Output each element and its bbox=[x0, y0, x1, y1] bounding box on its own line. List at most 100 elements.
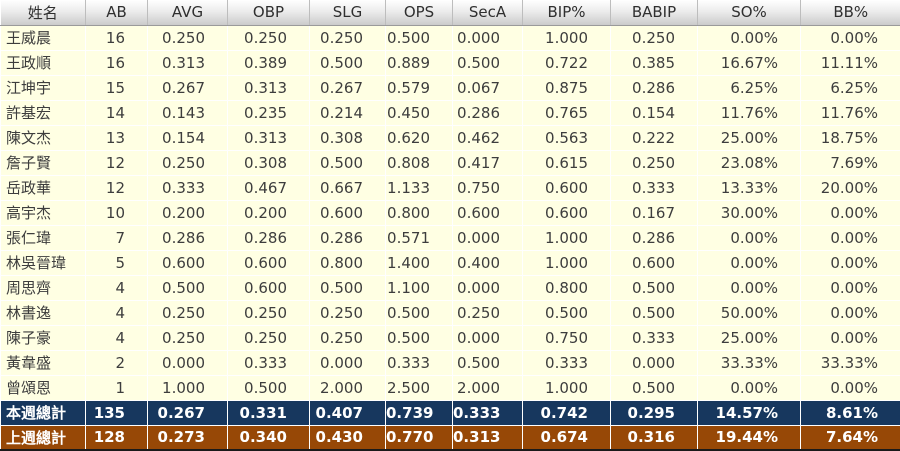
stat-cell: 7.64% bbox=[800, 424, 900, 451]
stat-cell: 4 bbox=[85, 324, 148, 351]
column-header-bb-pct: BB% bbox=[800, 0, 900, 26]
stat-cell: 0.250 bbox=[309, 299, 386, 326]
player-row: 曾頌恩 1 1.000 0.500 2.000 2.500 2.000 1.000 0.500 0… bbox=[0, 374, 900, 401]
stat-cell: 1.000 bbox=[522, 374, 611, 401]
name-cell: 岳政華 bbox=[0, 174, 86, 201]
stat-cell: 0.674 bbox=[522, 424, 611, 451]
stat-cell: 0.00% bbox=[697, 224, 801, 251]
stat-cell: 12 bbox=[85, 174, 148, 201]
stat-cell: 2 bbox=[85, 349, 148, 376]
last-week-total-row: 上週總計 128 0.273 0.340 0.430 0.770 0.313 0.674 0.3… bbox=[0, 424, 900, 451]
column-header-obp: OBP bbox=[227, 0, 310, 26]
stat-cell: 0.00% bbox=[697, 274, 801, 301]
stat-cell: 11.11% bbox=[800, 49, 900, 76]
stat-cell: 0.750 bbox=[522, 324, 611, 351]
stat-cell: 0.222 bbox=[610, 124, 698, 151]
name-cell: 林吳晉瑋 bbox=[0, 249, 86, 276]
name-cell: 林書逸 bbox=[0, 299, 86, 326]
stat-cell: 7 bbox=[85, 224, 148, 251]
stat-cell: 0.722 bbox=[522, 49, 611, 76]
player-row: 林書逸 4 0.250 0.250 0.250 0.500 0.250 0.500 0.500 5… bbox=[0, 299, 900, 326]
stat-cell: 0.571 bbox=[385, 224, 453, 251]
column-header-ops: OPS bbox=[385, 0, 453, 26]
stat-cell: 0.250 bbox=[227, 24, 310, 51]
stat-cell: 13.33% bbox=[697, 174, 801, 201]
player-row: 許基宏 14 0.143 0.235 0.214 0.450 0.286 0.765 0.154… bbox=[0, 99, 900, 126]
column-header-ab: AB bbox=[85, 0, 148, 26]
stat-cell: 0.600 bbox=[227, 274, 310, 301]
stat-cell: 0.267 bbox=[147, 399, 228, 426]
stat-cell: 14 bbox=[85, 99, 148, 126]
stat-cell: 0.742 bbox=[522, 399, 611, 426]
stat-cell: 0.385 bbox=[610, 49, 698, 76]
stat-cell: 0.000 bbox=[452, 274, 523, 301]
stat-cell: 0.407 bbox=[309, 399, 386, 426]
stat-cell: 1.000 bbox=[522, 224, 611, 251]
table-header: 姓名 AB AVG OBP SLG OPS SecA BIP% BABIP SO% BB% bbox=[0, 0, 900, 26]
stat-cell: 1.400 bbox=[385, 249, 453, 276]
stat-cell: 0.308 bbox=[309, 124, 386, 151]
stat-cell: 0.800 bbox=[385, 199, 453, 226]
column-header-name: 姓名 bbox=[0, 0, 86, 26]
player-row: 陳子豪 4 0.250 0.250 0.250 0.500 0.000 0.750 0.333 2… bbox=[0, 324, 900, 351]
this-week-total-row: 本週總計 135 0.267 0.331 0.407 0.739 0.333 0.742 0.2… bbox=[0, 399, 900, 426]
stat-cell: 0.500 bbox=[227, 374, 310, 401]
player-row: 岳政華 12 0.333 0.467 0.667 1.133 0.750 0.600 0.333… bbox=[0, 174, 900, 201]
player-rows: 王威晨 16 0.250 0.250 0.250 0.500 0.000 1.000 0.250… bbox=[0, 24, 900, 401]
stat-cell: 0.000 bbox=[452, 224, 523, 251]
stat-cell: 0.00% bbox=[697, 374, 801, 401]
stat-cell: 20.00% bbox=[800, 174, 900, 201]
stat-cell: 25.00% bbox=[697, 124, 801, 151]
stat-cell: 0.267 bbox=[147, 74, 228, 101]
stat-cell: 0.331 bbox=[227, 399, 310, 426]
stat-cell: 0.273 bbox=[147, 424, 228, 451]
name-cell: 陳子豪 bbox=[0, 324, 86, 351]
stat-cell: 0.800 bbox=[522, 274, 611, 301]
stat-cell: 12 bbox=[85, 149, 148, 176]
stat-cell: 0.000 bbox=[147, 349, 228, 376]
column-header-avg: AVG bbox=[147, 0, 228, 26]
stat-cell: 0.154 bbox=[147, 124, 228, 151]
stat-cell: 0.286 bbox=[610, 224, 698, 251]
stat-cell: 0.143 bbox=[147, 99, 228, 126]
player-row: 王威晨 16 0.250 0.250 0.250 0.500 0.000 1.000 0.250… bbox=[0, 24, 900, 51]
stat-cell: 11.76% bbox=[800, 99, 900, 126]
player-row: 林吳晉瑋 5 0.600 0.600 0.800 1.400 0.400 1.000 0.600… bbox=[0, 249, 900, 276]
name-cell: 張仁瑋 bbox=[0, 224, 86, 251]
stat-cell: 1.000 bbox=[147, 374, 228, 401]
stat-cell: 0.00% bbox=[800, 249, 900, 276]
stat-cell: 0.308 bbox=[227, 149, 310, 176]
stat-cell: 0.467 bbox=[227, 174, 310, 201]
stat-cell: 0.750 bbox=[452, 174, 523, 201]
stat-cell: 0.00% bbox=[800, 274, 900, 301]
stat-cell: 0.267 bbox=[309, 74, 386, 101]
stat-cell: 0.00% bbox=[697, 249, 801, 276]
stat-cell: 0.250 bbox=[227, 299, 310, 326]
stat-cell: 0.500 bbox=[309, 274, 386, 301]
name-cell: 王威晨 bbox=[0, 24, 86, 51]
column-header-babip: BABIP bbox=[610, 0, 698, 26]
stat-cell: 0.250 bbox=[309, 324, 386, 351]
stat-cell: 13 bbox=[85, 124, 148, 151]
stat-cell: 15 bbox=[85, 74, 148, 101]
stat-cell: 0.600 bbox=[227, 249, 310, 276]
stat-cell: 0.600 bbox=[522, 199, 611, 226]
player-row: 周思齊 4 0.500 0.600 0.500 1.100 0.000 0.800 0.500 0… bbox=[0, 274, 900, 301]
stat-cell: 0.600 bbox=[309, 199, 386, 226]
stat-cell: 1.000 bbox=[522, 24, 611, 51]
column-header-slg: SLG bbox=[309, 0, 386, 26]
stat-cell: 0.295 bbox=[610, 399, 698, 426]
header-row: 姓名 AB AVG OBP SLG OPS SecA BIP% BABIP SO% BB% bbox=[0, 0, 900, 26]
stat-cell: 0.500 bbox=[452, 349, 523, 376]
stat-cell: 16 bbox=[85, 49, 148, 76]
stat-cell: 135 bbox=[85, 399, 148, 426]
stat-cell: 14.57% bbox=[697, 399, 801, 426]
name-cell: 許基宏 bbox=[0, 99, 86, 126]
stat-cell: 4 bbox=[85, 299, 148, 326]
stat-cell: 30.00% bbox=[697, 199, 801, 226]
stat-cell: 0.563 bbox=[522, 124, 611, 151]
stat-cell: 128 bbox=[85, 424, 148, 451]
player-row: 黃韋盛 2 0.000 0.333 0.000 0.333 0.500 0.333 0.000 3… bbox=[0, 349, 900, 376]
stat-cell: 0.00% bbox=[800, 324, 900, 351]
stat-cell: 0.615 bbox=[522, 149, 611, 176]
